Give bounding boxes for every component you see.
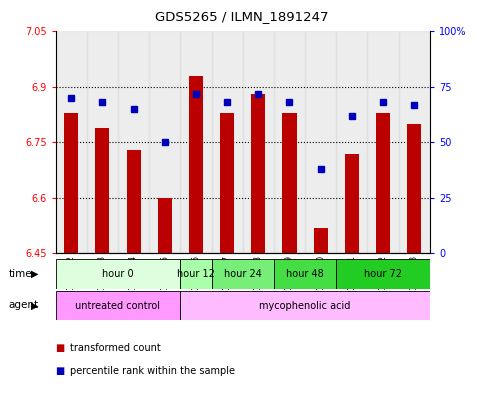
Bar <box>313 228 327 253</box>
Bar <box>251 94 265 253</box>
Bar <box>158 198 172 253</box>
Bar <box>407 124 421 253</box>
Bar <box>56 291 180 320</box>
Bar <box>283 113 297 253</box>
Text: untreated control: untreated control <box>75 301 160 310</box>
Text: hour 12: hour 12 <box>177 269 215 279</box>
Bar <box>274 31 305 253</box>
Text: hour 0: hour 0 <box>102 269 134 279</box>
Bar <box>368 31 398 253</box>
Bar <box>87 31 118 253</box>
Bar <box>242 31 274 253</box>
Bar <box>180 291 430 320</box>
Bar <box>305 31 336 253</box>
Text: hour 48: hour 48 <box>286 269 324 279</box>
Bar <box>212 259 274 289</box>
Bar <box>376 113 390 253</box>
Text: transformed count: transformed count <box>70 343 161 353</box>
Bar <box>336 259 430 289</box>
Bar <box>274 259 336 289</box>
Text: mycophenolic acid: mycophenolic acid <box>259 301 351 310</box>
Text: agent: agent <box>9 300 39 310</box>
Bar <box>149 31 180 253</box>
Text: GDS5265 / ILMN_1891247: GDS5265 / ILMN_1891247 <box>155 10 328 23</box>
Text: ■: ■ <box>56 343 65 353</box>
Bar <box>180 31 212 253</box>
Text: ■: ■ <box>56 366 65 376</box>
Bar <box>220 113 234 253</box>
Bar <box>336 31 368 253</box>
Bar <box>95 128 109 253</box>
Bar <box>345 154 359 253</box>
Bar <box>118 31 149 253</box>
Bar <box>398 31 430 253</box>
Text: percentile rank within the sample: percentile rank within the sample <box>70 366 235 376</box>
Text: hour 72: hour 72 <box>364 269 402 279</box>
Bar <box>127 150 141 253</box>
Bar <box>212 31 242 253</box>
Bar <box>64 113 78 253</box>
Bar <box>56 31 87 253</box>
Text: ▶: ▶ <box>31 300 39 310</box>
Bar <box>180 259 212 289</box>
Text: hour 24: hour 24 <box>224 269 262 279</box>
Text: time: time <box>9 269 32 279</box>
Text: ▶: ▶ <box>31 269 39 279</box>
Bar <box>189 76 203 253</box>
Bar <box>56 259 180 289</box>
